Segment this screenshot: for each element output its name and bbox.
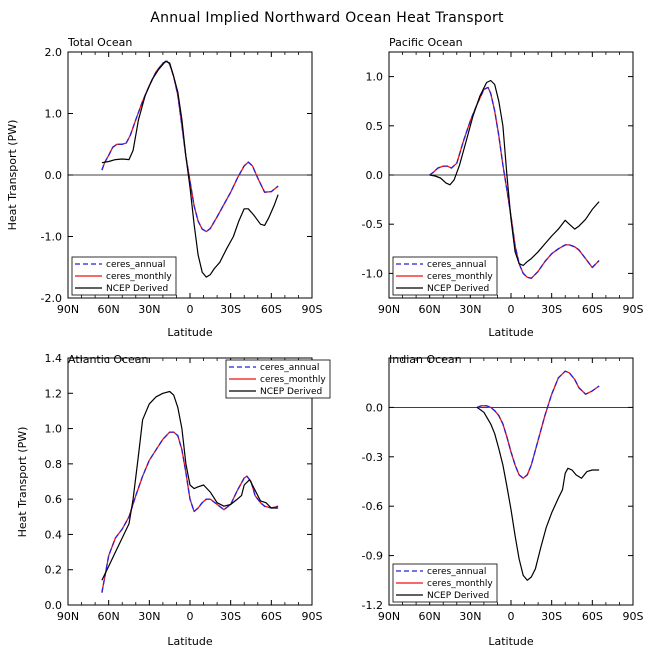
plot-area: 90N 60N 30N 0 30S 60S 90S -1.2 -0.9 -0.6 -0.3 0.0 ce… [362,357,644,623]
panel-indian-ocean: Indian Ocean 90N 60N 30N 0 30S 60S 90S -1.2 -0.9… [362,353,644,648]
y-tick-label: 0.4 [45,528,63,541]
x-tick-label: 30S [541,303,562,316]
y-tick-label: 0.0 [45,599,63,612]
legend-label-ceres-annual: ceres_annual [260,363,319,373]
x-axis-label: Latitude [167,635,213,648]
y-tick-label: 0.2 [45,564,63,577]
x-tick-label: 60N [419,610,441,623]
y-tick-label: 0.6 [45,493,63,506]
legend: ceres_annual ceres_monthly NCEP Derived [392,256,498,296]
y-tick-label: -1.0 [41,231,62,244]
series-line-ceres-annual [101,60,279,233]
y-tick-label: -0.5 [362,218,383,231]
x-tick-label: 60S [261,303,282,316]
x-tick-label: 60N [98,303,120,316]
series-line-ncep [101,60,279,278]
x-tick-label: 30N [459,610,481,623]
series-line-ceres-annual [476,370,600,479]
panel-total-ocean: Total Ocean 90N 60N 30N 0 30S 60S 90S -2.0 -1.0 0… [6,36,323,339]
x-tick-label: 60S [582,303,603,316]
y-tick-label: -1.2 [362,599,383,612]
legend: ceres_annual ceres_monthly NCEP Derived [392,563,498,603]
legend-label-ceres-annual: ceres_annual [106,260,165,270]
legend-label-ceres-monthly: ceres_monthly [260,375,326,385]
legend-label-ceres-monthly: ceres_monthly [427,579,493,589]
legend-label-ncep: NCEP Derived [106,284,168,294]
x-tick-label: 30N [138,610,160,623]
series-line-ceres-monthly [476,370,600,479]
plot-area: 90N 60N 30N 0 30S 60S 90S -1.0 -0.5 0.0 0.5 1.0 cere… [362,51,644,316]
series-line-ceres-monthly [101,431,279,593]
x-tick-label: 90S [623,610,644,623]
y-tick-label: 0.8 [45,458,63,471]
x-tick-label: 90N [378,610,400,623]
panel-atlantic-ocean: Atlantic Ocean 90N 60N 30N 0 30S 60S 90S0.00.2… [16,352,331,648]
x-tick-label: 90S [302,610,323,623]
x-tick-label: 90S [623,303,644,316]
x-tick-label: 30S [220,610,241,623]
legend-label-ceres-annual: ceres_annual [427,260,486,270]
panel-pacific-ocean: Pacific Ocean 90N 60N 30N 0 30S 60S 90S -1.0 -0.… [362,36,644,339]
panel-title: Indian Ocean [389,353,462,366]
x-tick-label: 30N [138,303,160,316]
y-tick-label: -2.0 [41,292,62,305]
plot-area: 90N 60N 30N 0 30S 60S 90S 0.0 0.2 0.4 0.6 0.8 1.0 1.2… [45,352,331,623]
legend-label-ceres-monthly: ceres_monthly [106,272,172,282]
y-axis-label: Heat Transport (PW) [16,427,29,538]
y-tick-label: 2.0 [45,46,63,59]
series-line-ncep [101,390,279,581]
legend: ceres_annual ceres_monthly NCEP Derived [225,359,331,399]
series-line-ceres-monthly [101,60,279,233]
y-tick-label: 1.2 [45,387,63,400]
y-tick-label: -0.9 [362,550,383,563]
x-axis-label: Latitude [167,326,213,339]
y-tick-label: 0.5 [366,120,384,133]
legend-label-ncep: NCEP Derived [427,591,489,601]
x-axis-label: Latitude [488,635,534,648]
panel-title: Total Ocean [67,36,132,49]
y-tick-label: -0.3 [362,451,383,464]
x-tick-label: 90N [378,303,400,316]
x-tick-label: 60N [98,610,120,623]
y-axis-label: Heat Transport (PW) [6,120,19,231]
x-tick-label: 90N [57,303,79,316]
legend-box [225,359,331,399]
series-line-ceres-annual [101,431,279,593]
legend-label-ceres-annual: ceres_annual [427,567,486,577]
y-tick-label: 1.0 [366,71,384,84]
series-line-ncep [476,406,600,581]
x-tick-label: 0 [508,303,515,316]
x-tick-label: 30S [220,303,241,316]
y-tick-label: -1.0 [362,267,383,280]
x-tick-label: 90N [57,610,79,623]
legend-label-ceres-monthly: ceres_monthly [427,272,493,282]
y-tick-label: 1.0 [45,108,63,121]
y-tick-label: 1.0 [45,423,63,436]
x-tick-label: 60S [261,610,282,623]
y-tick-label: 0.0 [45,169,63,182]
legend: ceres_annual ceres_monthly NCEP Derived [71,256,177,296]
x-axis-label: Latitude [488,326,534,339]
y-tick-label: 0.0 [366,169,384,182]
plot-area: 90N 60N 30N 0 30S 60S 90S -2.0 -1.0 0.0 1.0 2.0 cere… [41,46,323,316]
figure-title: Annual Implied Northward Ocean Heat Tran… [150,10,504,26]
legend-label-ncep: NCEP Derived [427,284,489,294]
legend-label-ncep: NCEP Derived [260,387,322,397]
x-tick-label: 60N [419,303,441,316]
y-tick-label: 0.0 [366,401,384,414]
x-tick-label: 0 [508,610,515,623]
x-tick-label: 60S [582,610,603,623]
x-tick-label: 30S [541,610,562,623]
y-tick-label: -0.6 [362,500,383,513]
series-line-ncep [429,79,600,267]
x-tick-label: 0 [187,610,194,623]
x-tick-label: 90S [302,303,323,316]
y-tick-label: 1.4 [45,352,63,365]
x-tick-label: 0 [187,303,194,316]
panel-title: Pacific Ocean [389,36,463,49]
x-tick-label: 30N [459,303,481,316]
